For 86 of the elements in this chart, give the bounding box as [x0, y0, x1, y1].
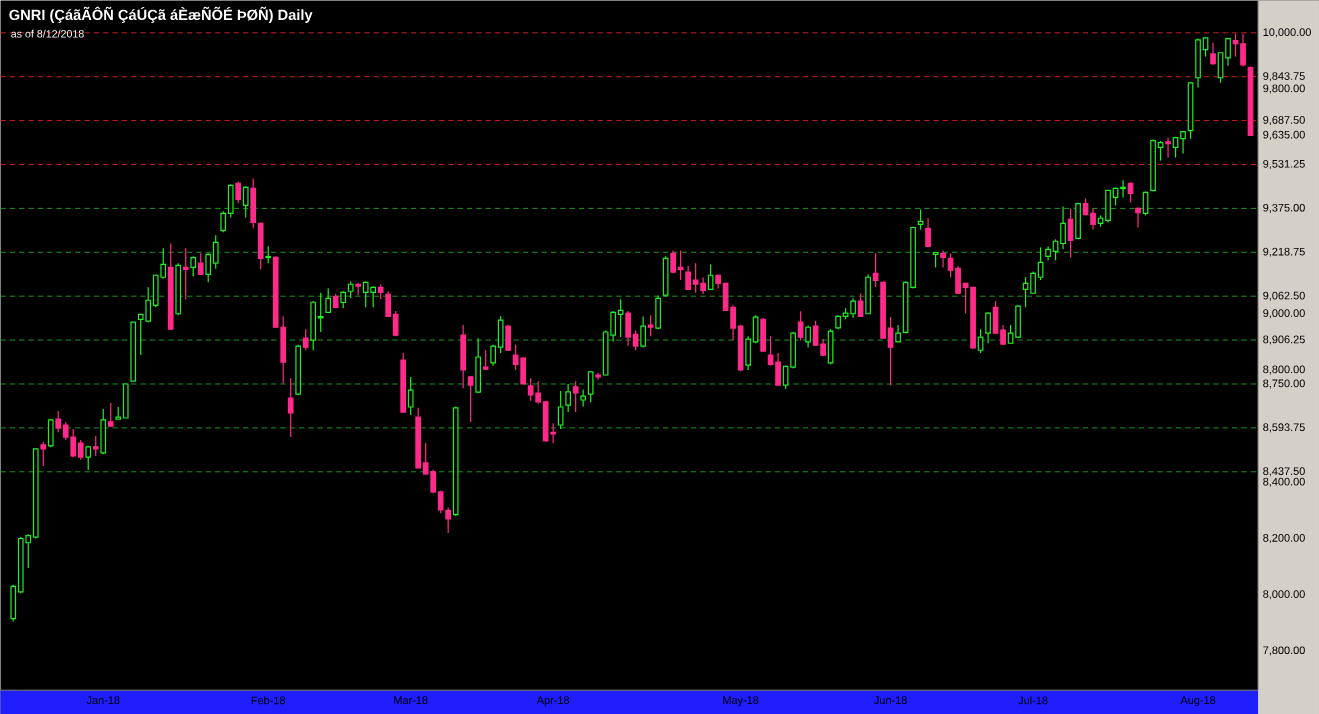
candlestick [190, 255, 197, 277]
candlestick [325, 287, 332, 313]
candlestick [205, 252, 212, 283]
candlestick [1060, 205, 1066, 250]
candlestick [647, 314, 654, 337]
candlestick [1022, 276, 1029, 308]
candlestick [1165, 136, 1171, 159]
candlestick [587, 370, 594, 403]
x-tick-label: Mar-18 [394, 696, 428, 704]
ref-line-label: 8,437.50 [1263, 467, 1305, 477]
ref-line-label: 8,906.25 [1263, 335, 1305, 345]
candlestick [235, 180, 242, 204]
x-tick-label: Jan-18 [86, 696, 120, 704]
y-tick-label: 9,000.00 [1263, 309, 1305, 319]
y-tick-label: 7,800.00 [1263, 646, 1305, 656]
x-tick-label: May-18 [723, 696, 759, 707]
candlestick [670, 249, 676, 274]
x-tick-label: Aug-18 [1180, 696, 1216, 707]
candlestick [1210, 41, 1216, 66]
candlestick [242, 185, 249, 218]
candlestick [1030, 270, 1036, 295]
chart-title: GNRI (ÇáãÃÔÑ ÇáÚÇã áÈæÑÕÉ ÞØÑ) Daily [9, 6, 313, 23]
candlestick [197, 252, 204, 275]
ref-line-label: 9,062.50 [1263, 291, 1305, 301]
candlestick [1157, 140, 1164, 162]
candlestick [182, 247, 189, 300]
candlestick [212, 234, 219, 270]
candlestick [625, 310, 631, 347]
candlestick [40, 441, 47, 467]
ref-line-label: 9,843.75 [1263, 72, 1305, 82]
candlestick [1225, 37, 1231, 67]
candlestick [617, 298, 624, 338]
ref-line-label: 9,531.25 [1263, 159, 1305, 169]
candlestick [287, 377, 294, 438]
ref-line-label: 10,000.00 [1263, 28, 1311, 38]
ref-line-label: 9,687.50 [1263, 115, 1305, 125]
x-tick-label: Jul-18 [1018, 696, 1048, 705]
ref-line-label: 8,593.75 [1263, 423, 1305, 433]
candlestick [92, 435, 99, 457]
y-tick-label: 8,400.00 [1263, 477, 1305, 487]
candlestick [640, 315, 646, 348]
candlestick [565, 383, 571, 413]
candlestick [977, 328, 984, 354]
candlestick [407, 376, 414, 416]
candlestick [77, 439, 84, 461]
candlestick [220, 210, 227, 233]
y-tick-label: 8,000.00 [1263, 590, 1305, 600]
candlestick [1180, 130, 1186, 155]
y-tick-label: 9,800.00 [1263, 84, 1305, 94]
candlestick [985, 311, 991, 344]
candlestick [1120, 179, 1126, 198]
candlestick [925, 217, 931, 247]
candlestick [85, 445, 92, 471]
candlestick [797, 310, 804, 341]
candlestick [677, 249, 684, 281]
candlestick [107, 402, 114, 427]
candlestick [482, 349, 489, 371]
candlestick [557, 390, 564, 430]
y-tick-label: 9,635.00 [1263, 130, 1305, 140]
candlestick [857, 292, 864, 318]
ref-line-label: 9,218.75 [1263, 247, 1305, 257]
candlestick [1007, 324, 1014, 345]
candlestick [467, 375, 474, 423]
x-tick-label: Apr-18 [536, 696, 570, 707]
candlestick [1090, 207, 1096, 230]
candlestick [572, 380, 579, 413]
x-tick-label: Feb-18 [251, 696, 286, 705]
candlestick [707, 263, 714, 291]
candlestick [685, 265, 691, 291]
candlestick [1240, 33, 1246, 67]
candlestick [940, 249, 946, 268]
candlestick [55, 410, 62, 433]
x-tick-label: Jun-18 [874, 696, 907, 704]
y-tick-label: 8,800.00 [1263, 365, 1305, 375]
candlestick [887, 316, 894, 386]
ref-line-label: 8,750.00 [1263, 379, 1305, 389]
candlestick [385, 290, 392, 317]
candlestick [392, 310, 399, 337]
candlestick [1000, 324, 1006, 346]
candlestick [632, 329, 639, 351]
candlestick [805, 324, 811, 348]
candlestick [302, 328, 309, 351]
ref-line-label: 9,375.00 [1263, 203, 1305, 213]
text: as of 8/12/2018 [11, 29, 84, 38]
candlestick [317, 291, 324, 333]
y-tick-label: 8,200.00 [1263, 533, 1305, 543]
